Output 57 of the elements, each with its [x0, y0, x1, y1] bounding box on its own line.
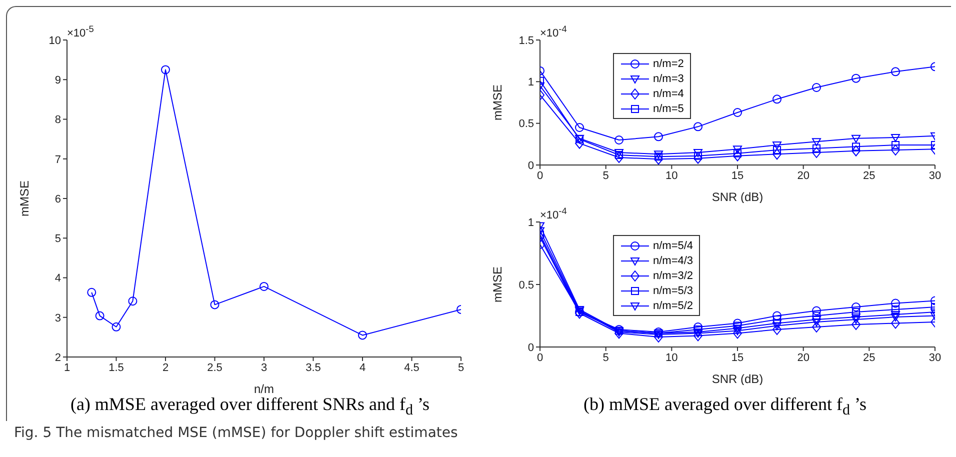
y-tick-label: 0 — [528, 160, 534, 172]
y-axis-title: mMSE — [490, 84, 504, 120]
x-tick-label: 4.5 — [404, 362, 420, 374]
x-tick-label: 1 — [64, 362, 70, 374]
legend-label: n/m=5/2 — [653, 300, 694, 312]
x-tick-label: 25 — [863, 170, 876, 182]
x-tick-label: 15 — [731, 170, 744, 182]
y-tick-label: 10 — [48, 34, 61, 47]
y-tick-label: 5 — [54, 233, 61, 246]
y-tick-label: 7 — [54, 154, 61, 166]
legend-label: n/m=5/4 — [653, 240, 694, 252]
text: ×10$^{-4}$ — [540, 206, 567, 222]
y-tick-label: 0.5 — [518, 118, 534, 130]
legend-label: n/m=5 — [653, 102, 684, 114]
y-tick-label: 6 — [54, 193, 61, 206]
legend-label: n/m=4/3 — [653, 254, 694, 266]
legend-label: n/m=2 — [653, 58, 684, 70]
x-tick-label: 5 — [602, 352, 609, 364]
y-tick-label: 8 — [54, 114, 61, 126]
x-tick-label: 2.5 — [207, 362, 222, 374]
x-tick-label: 20 — [797, 170, 810, 182]
x-tick-label: 5 — [458, 362, 464, 374]
caption: Fig. 5 The mismatched MSE (mMSE) for Doppler shift estimates — [14, 425, 458, 441]
y-tick-label: 4 — [54, 272, 61, 285]
y-tick-label: 1.5 — [518, 34, 534, 47]
text: (b) mMSE averaged over different f$_{d}$ ’s — [582, 394, 868, 420]
x-tick-label: 15 — [731, 352, 744, 364]
x-tick-label: 30 — [928, 352, 942, 364]
x-tick-label: 1.5 — [108, 362, 124, 374]
x-tick-label: 10 — [666, 352, 678, 364]
legend-label: n/m=5/3 — [653, 284, 694, 296]
x-tick-label: 4 — [359, 362, 366, 374]
y-axis-title: mMSE — [490, 266, 504, 302]
x-tick-label: 10 — [666, 170, 678, 182]
text: (a) mMSE averaged over different SNRs and f$_{d}$ ’s — [69, 394, 431, 420]
y-tick-label: 9 — [54, 74, 61, 87]
y-tick-label: 0.5 — [518, 279, 534, 292]
y-tick-label: 3 — [54, 312, 61, 324]
x-tick-label: 0 — [536, 170, 544, 182]
x-tick-label: 30 — [928, 170, 942, 182]
x-tick-label: 0 — [536, 352, 544, 364]
x-tick-label: 20 — [797, 352, 810, 364]
x-tick-label: 25 — [863, 352, 876, 364]
legend-label: n/m=4 — [653, 88, 684, 100]
x-axis-title: n/m — [254, 382, 274, 396]
y-axis-title: mMSE — [17, 180, 32, 216]
text: ×10$^{-5}$ — [67, 24, 94, 40]
y-tick-label: 1 — [528, 216, 534, 229]
x-tick-label: 5 — [602, 170, 609, 182]
legend-label: n/m=3/2 — [653, 270, 694, 282]
y-tick-label: 0 — [528, 342, 534, 354]
text: ×10$^{-4}$ — [540, 24, 567, 40]
x-tick-label: 3 — [260, 362, 268, 374]
y-tick-label: 1 — [528, 76, 534, 89]
x-tick-label: 2 — [162, 362, 169, 374]
x-tick-label: 3.5 — [306, 362, 321, 374]
legend-label: n/m=3 — [653, 72, 684, 84]
